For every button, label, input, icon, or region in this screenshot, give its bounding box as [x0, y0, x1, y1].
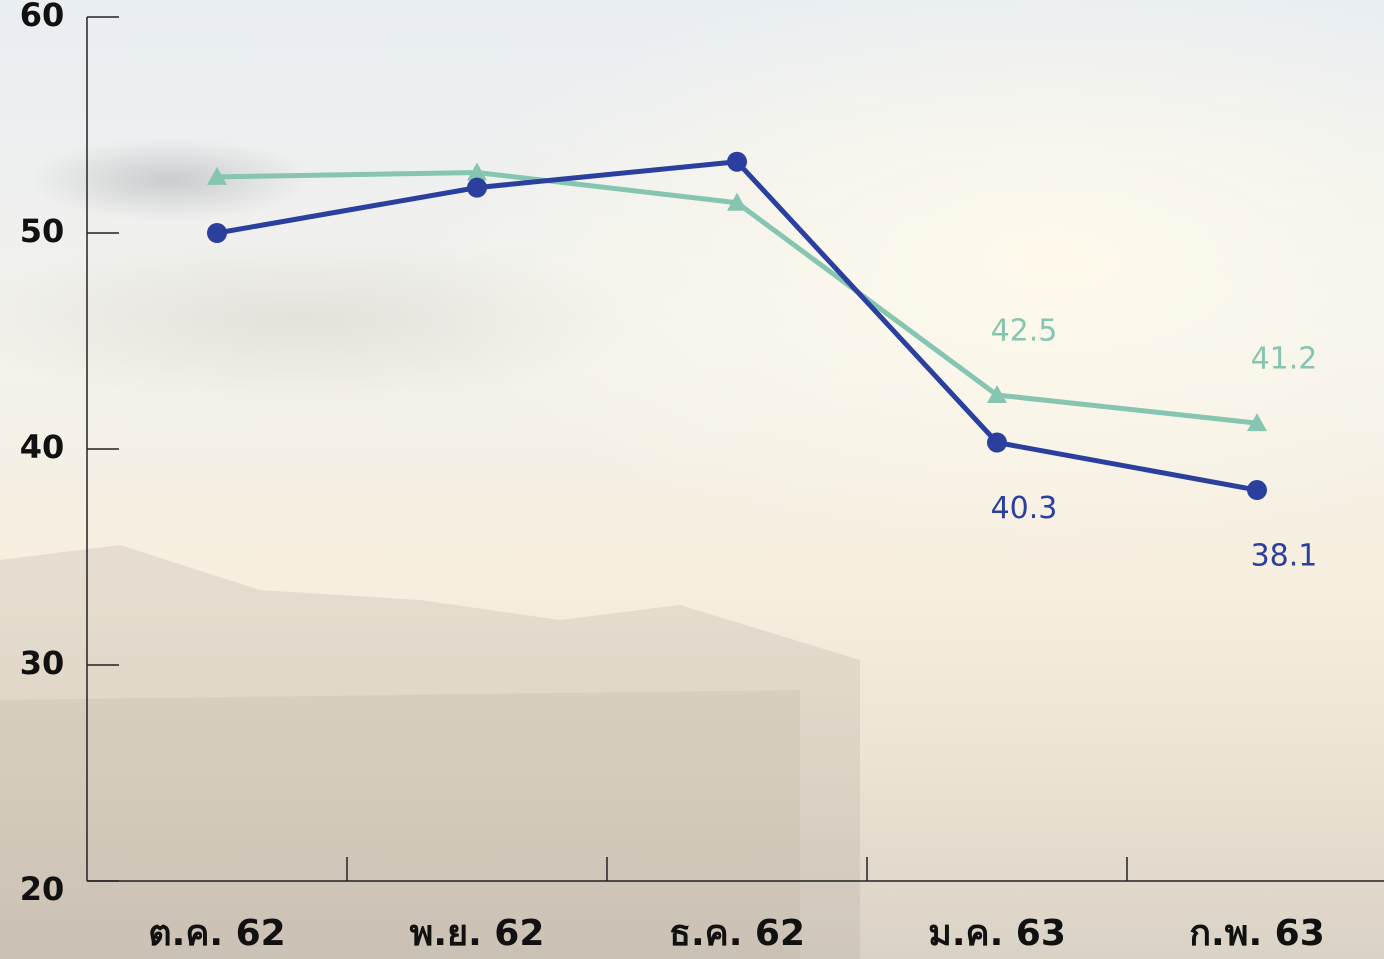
point [727, 152, 747, 172]
y-tick-label: 50 [20, 212, 65, 250]
data-label: 38.1 [1251, 539, 1318, 574]
x-tick-label: ก.พ. 63 [1189, 913, 1325, 954]
x-tick-label: ธ.ค. 62 [669, 913, 805, 954]
data-label: 40.3 [991, 491, 1058, 526]
x-tick-label: ม.ค. 63 [928, 913, 1066, 954]
x-tick-label: ต.ค. 62 [148, 913, 285, 954]
point [1247, 480, 1267, 500]
point [467, 178, 487, 198]
x-tick-label: พ.ย. 62 [410, 913, 545, 954]
series-line [217, 162, 1257, 490]
data-label: 41.2 [1251, 342, 1318, 377]
page: 20 30 40 50 60 ต.ค. 62 พ.ย. 62 ธ.ค. 62 ม.ค. 63 ก.… [0, 0, 1384, 959]
data-label: 42.5 [991, 314, 1058, 349]
y-tick-label: 20 [20, 870, 65, 908]
chart: 20 30 40 50 60 ต.ค. 62 พ.ย. 62 ธ.ค. 62 ม.ค. 63 ก.… [0, 0, 1384, 959]
point [987, 433, 1007, 453]
point [207, 223, 227, 243]
y-tick-label: 60 [20, 0, 65, 34]
y-tick-label: 40 [20, 428, 65, 466]
y-tick-label: 30 [20, 644, 65, 682]
